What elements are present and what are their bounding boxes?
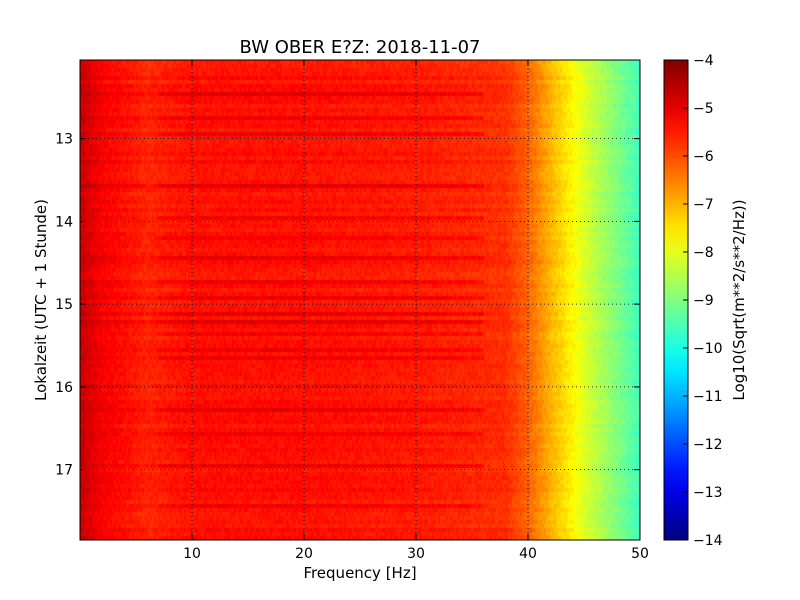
colorbar-tick-label: −7 bbox=[693, 197, 714, 213]
x-tick-label: 10 bbox=[183, 546, 201, 562]
colorbar-label: Log10(Sqrt(m**2/s**2/Hz)) bbox=[730, 199, 748, 400]
x-tick-label: 20 bbox=[295, 546, 313, 562]
x-tick-label: 40 bbox=[519, 546, 537, 562]
y-tick-label: 17 bbox=[55, 463, 73, 479]
spectrogram-raster bbox=[80, 60, 640, 540]
colorbar-tick-label: −14 bbox=[693, 533, 723, 549]
grid-lines bbox=[80, 60, 641, 540]
colorbar-tick-label: −8 bbox=[693, 245, 714, 261]
spectrogram-heatmap bbox=[80, 60, 640, 540]
colorbar-tick-label: −4 bbox=[693, 53, 714, 69]
colorbar-tick-label: −5 bbox=[693, 101, 714, 117]
y-tick-label: 15 bbox=[55, 297, 73, 313]
x-axis-ticks: 10 20 30 40 50 bbox=[183, 60, 649, 562]
y-axis-ticks: 13 14 15 16 17 bbox=[55, 132, 640, 479]
colorbar-tick-label: −13 bbox=[693, 485, 723, 501]
x-tick-label: 50 bbox=[631, 546, 649, 562]
x-tick-label: 30 bbox=[407, 546, 425, 562]
colorbar-tick-label: −12 bbox=[693, 437, 723, 453]
colorbar-ticks: −4 −5 −6 −7 −8 −9 −10 −11 −12 −13 −14 bbox=[683, 53, 723, 549]
colorbar-tick-label: −6 bbox=[693, 149, 714, 165]
chart-title: BW OBER E?Z: 2018-11-07 bbox=[240, 37, 481, 58]
x-axis-label: Frequency [Hz] bbox=[303, 564, 416, 582]
y-tick-label: 16 bbox=[55, 380, 73, 396]
colorbar-tick-label: −9 bbox=[693, 293, 714, 309]
y-axis-label: Lokalzeit (UTC + 1 Stunde) bbox=[32, 199, 50, 401]
colorbar-tick-label: −10 bbox=[693, 341, 723, 357]
y-tick-label: 13 bbox=[55, 132, 73, 148]
y-tick-label: 14 bbox=[55, 214, 73, 230]
colorbar-tick-label: −11 bbox=[693, 389, 723, 405]
